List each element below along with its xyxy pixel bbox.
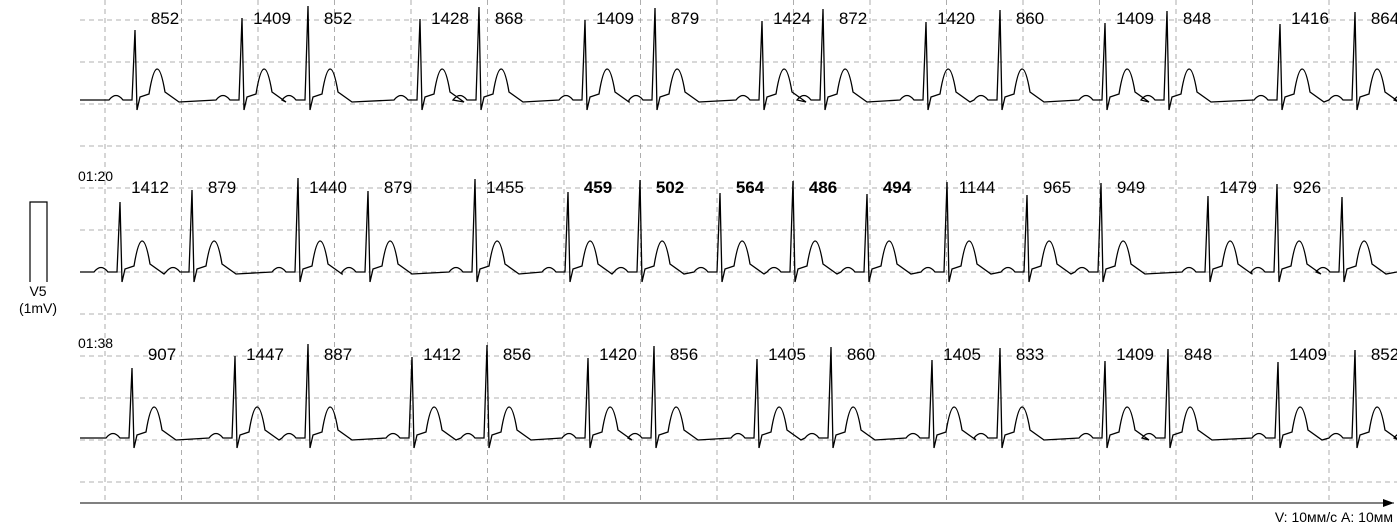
rr-interval: 1405 xyxy=(768,345,806,364)
rr-interval: 564 xyxy=(736,178,765,197)
rr-interval: 1455 xyxy=(486,178,524,197)
rr-interval: 833 xyxy=(1016,345,1044,364)
rr-interval: 1416 xyxy=(1291,9,1329,28)
rr-interval: 852 xyxy=(324,9,352,28)
rr-interval: 1412 xyxy=(131,178,169,197)
rr-interval: 868 xyxy=(495,9,523,28)
rr-interval: 494 xyxy=(883,178,912,197)
rr-interval: 872 xyxy=(839,9,867,28)
strip-time: 01:20 xyxy=(78,168,113,184)
rr-interval: 949 xyxy=(1117,178,1145,197)
rr-interval: 879 xyxy=(384,178,412,197)
rr-interval: 1144 xyxy=(959,178,996,197)
rr-interval: 907 xyxy=(148,345,176,364)
lead-amplitude: (1mV) xyxy=(19,300,57,316)
rr-interval: 1412 xyxy=(423,345,461,364)
rr-interval: 1409 xyxy=(253,9,291,28)
rr-interval: 459 xyxy=(584,178,612,197)
ecg-trace xyxy=(80,177,1397,283)
rr-interval: 926 xyxy=(1293,178,1321,197)
strip-time: 01:38 xyxy=(78,335,113,351)
rr-interval: 502 xyxy=(656,178,684,197)
rr-interval: 860 xyxy=(847,345,875,364)
rr-interval: 1420 xyxy=(937,9,975,28)
ecg-trace xyxy=(80,343,1397,449)
rr-interval: 1409 xyxy=(596,9,634,28)
calibration-pulse xyxy=(29,201,48,282)
ecg-trace xyxy=(80,5,1397,111)
rr-interval: 879 xyxy=(671,9,699,28)
rr-interval: 864 xyxy=(1371,9,1397,28)
rr-interval: 1447 xyxy=(246,345,284,364)
lead-name: V5 xyxy=(29,283,46,299)
rr-interval: 1440 xyxy=(309,178,347,197)
rr-interval: 1420 xyxy=(599,345,637,364)
rr-interval: 1479 xyxy=(1219,178,1257,197)
rr-interval: 856 xyxy=(503,345,531,364)
rr-interval: 879 xyxy=(208,178,236,197)
rr-interval: 848 xyxy=(1184,345,1212,364)
grid xyxy=(80,0,1397,500)
rr-interval: 887 xyxy=(324,345,352,364)
rr-interval: 856 xyxy=(670,345,698,364)
rr-interval: 1409 xyxy=(1116,9,1154,28)
rr-interval: 486 xyxy=(809,178,837,197)
rr-interval: 860 xyxy=(1016,9,1044,28)
rr-interval: 1409 xyxy=(1116,345,1154,364)
rr-interval: 965 xyxy=(1043,178,1071,197)
rr-interval: 848 xyxy=(1183,9,1211,28)
rr-interval: 1428 xyxy=(431,9,469,28)
speed-info: V: 10мм/с A: 10мм xyxy=(1275,509,1393,525)
time-axis-arrow xyxy=(1383,499,1394,507)
rr-interval: 1405 xyxy=(943,345,981,364)
rr-interval: 1409 xyxy=(1289,345,1327,364)
rr-interval: 852 xyxy=(1371,345,1397,364)
rr-interval: 852 xyxy=(151,9,179,28)
rr-interval: 1424 xyxy=(773,9,811,28)
